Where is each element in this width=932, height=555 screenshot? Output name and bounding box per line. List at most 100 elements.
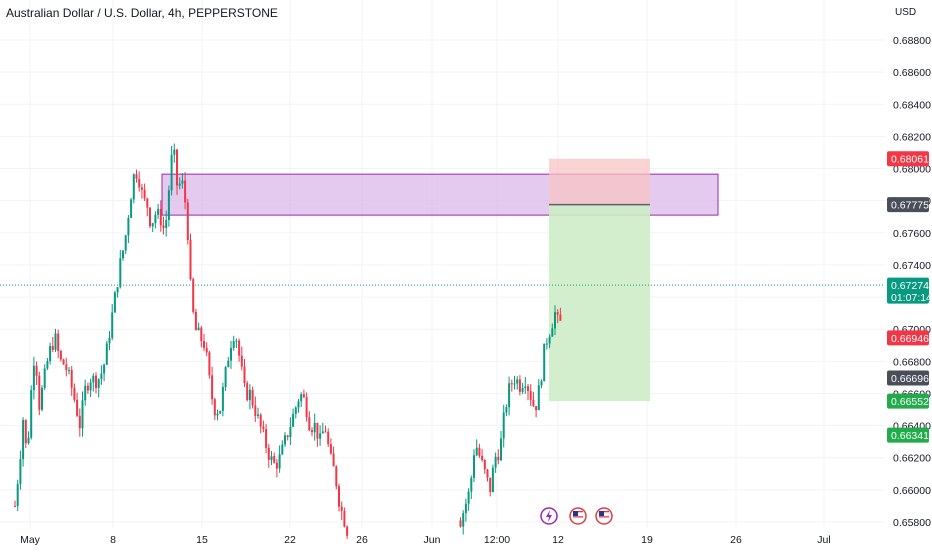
candle-body [76,399,79,416]
candle-body [113,292,116,313]
candle-body [554,312,556,329]
candle-body [22,420,25,460]
flag-au-icon[interactable] [569,507,587,525]
price-tag-value: 0.66696 [891,373,929,385]
candle-body [108,337,111,344]
price-tag-level_green[interactable]: 0.66341 [887,427,929,443]
price-tick-label: 0.67400 [893,260,931,272]
price-tag-bg [887,197,929,213]
time-tick-label: 12:00 [484,534,510,546]
time-tick-label: 26 [356,534,368,546]
candle-body [462,513,465,527]
candle-body [332,453,335,467]
candle-body [157,208,160,215]
candle-body [273,456,276,463]
candle-body [483,459,486,470]
price-tick-label: 0.68400 [893,99,931,111]
candle-body [270,456,273,460]
candle-body [230,348,232,361]
candle-body [100,373,103,380]
candle-body [316,422,319,439]
candle-body [275,462,278,469]
candle-body [65,364,68,371]
price-tag-level_grey[interactable]: 0.66696 [887,370,929,386]
candle-body [262,426,265,430]
candle-body [35,365,38,376]
currency-label: USD [895,7,916,18]
price-tick-label: 0.66800 [893,356,931,368]
time-tick-label: 26 [730,534,742,546]
candle-body [224,367,227,388]
candle-body [248,389,251,401]
candle-body [203,341,205,348]
candle-body [238,340,241,356]
candle-body [329,444,332,454]
candle-body [54,333,57,350]
bolt-shape [546,510,552,522]
candle-layer [14,143,562,539]
price-tag-level_red[interactable]: 0.66946 [887,330,929,346]
time-tick-label: 22 [284,534,296,546]
candle-body [89,382,92,391]
candle-body [305,397,308,418]
candle-body [294,407,297,414]
candle-body [138,178,141,188]
candle-body [510,383,513,385]
flag-canton [573,511,578,516]
axis-layer: 0.688000.686000.684000.682000.680000.678… [20,7,931,546]
candle-body [246,383,249,401]
price-tick-label: 0.68000 [893,164,931,176]
flag-us-icon[interactable] [595,507,613,525]
price-tag-target_red[interactable]: 0.68061 [887,151,929,167]
candle-body [340,506,343,511]
take-profit-area[interactable] [549,204,650,402]
candle-body [308,417,311,431]
price-tick-label: 0.65800 [893,517,931,529]
candle-body [200,327,203,342]
candle-body [189,240,192,280]
candle-body [475,447,478,456]
candle-body [62,359,65,365]
candle-body [24,420,27,444]
candle-body [103,364,106,374]
candle-body [197,327,200,331]
candle-body [278,454,281,469]
candle-body [286,435,289,438]
candle-body [165,219,168,228]
candle-body [232,340,235,349]
stop-loss-area[interactable] [549,158,650,205]
candle-body [467,491,470,504]
candle-body [143,189,146,199]
candle-body [481,455,484,460]
candle-body [140,187,143,190]
flag-canton [599,511,604,516]
price-tag-entry[interactable]: 0.67775 [887,197,929,213]
symbol-title: Australian Dollar / U.S. Dollar, 4h, PEP… [6,6,278,20]
candle-body [135,174,138,179]
flag-stripe [599,516,609,518]
candle-body [535,406,538,411]
candle-body [57,333,60,352]
candle-body [46,361,49,369]
flag-stripe [573,518,583,521]
candle-body [324,431,327,433]
candle-body [181,180,184,184]
candle-body [319,433,322,439]
candle-body [97,379,100,388]
flag-stripe [573,516,583,518]
price-tick-label: 0.68200 [893,131,931,143]
candle-body [184,180,187,203]
price-tag-stop_green[interactable]: 0.66552 [887,393,929,409]
candle-body [524,386,527,388]
candle-body [73,387,76,400]
candle-body [240,355,243,367]
zone-layer [161,158,719,402]
candle-body [540,381,543,386]
candle-body [81,400,84,429]
price-tick-label: 0.67600 [893,228,931,240]
lightning-icon[interactable] [540,507,558,525]
candle-body [27,437,30,444]
